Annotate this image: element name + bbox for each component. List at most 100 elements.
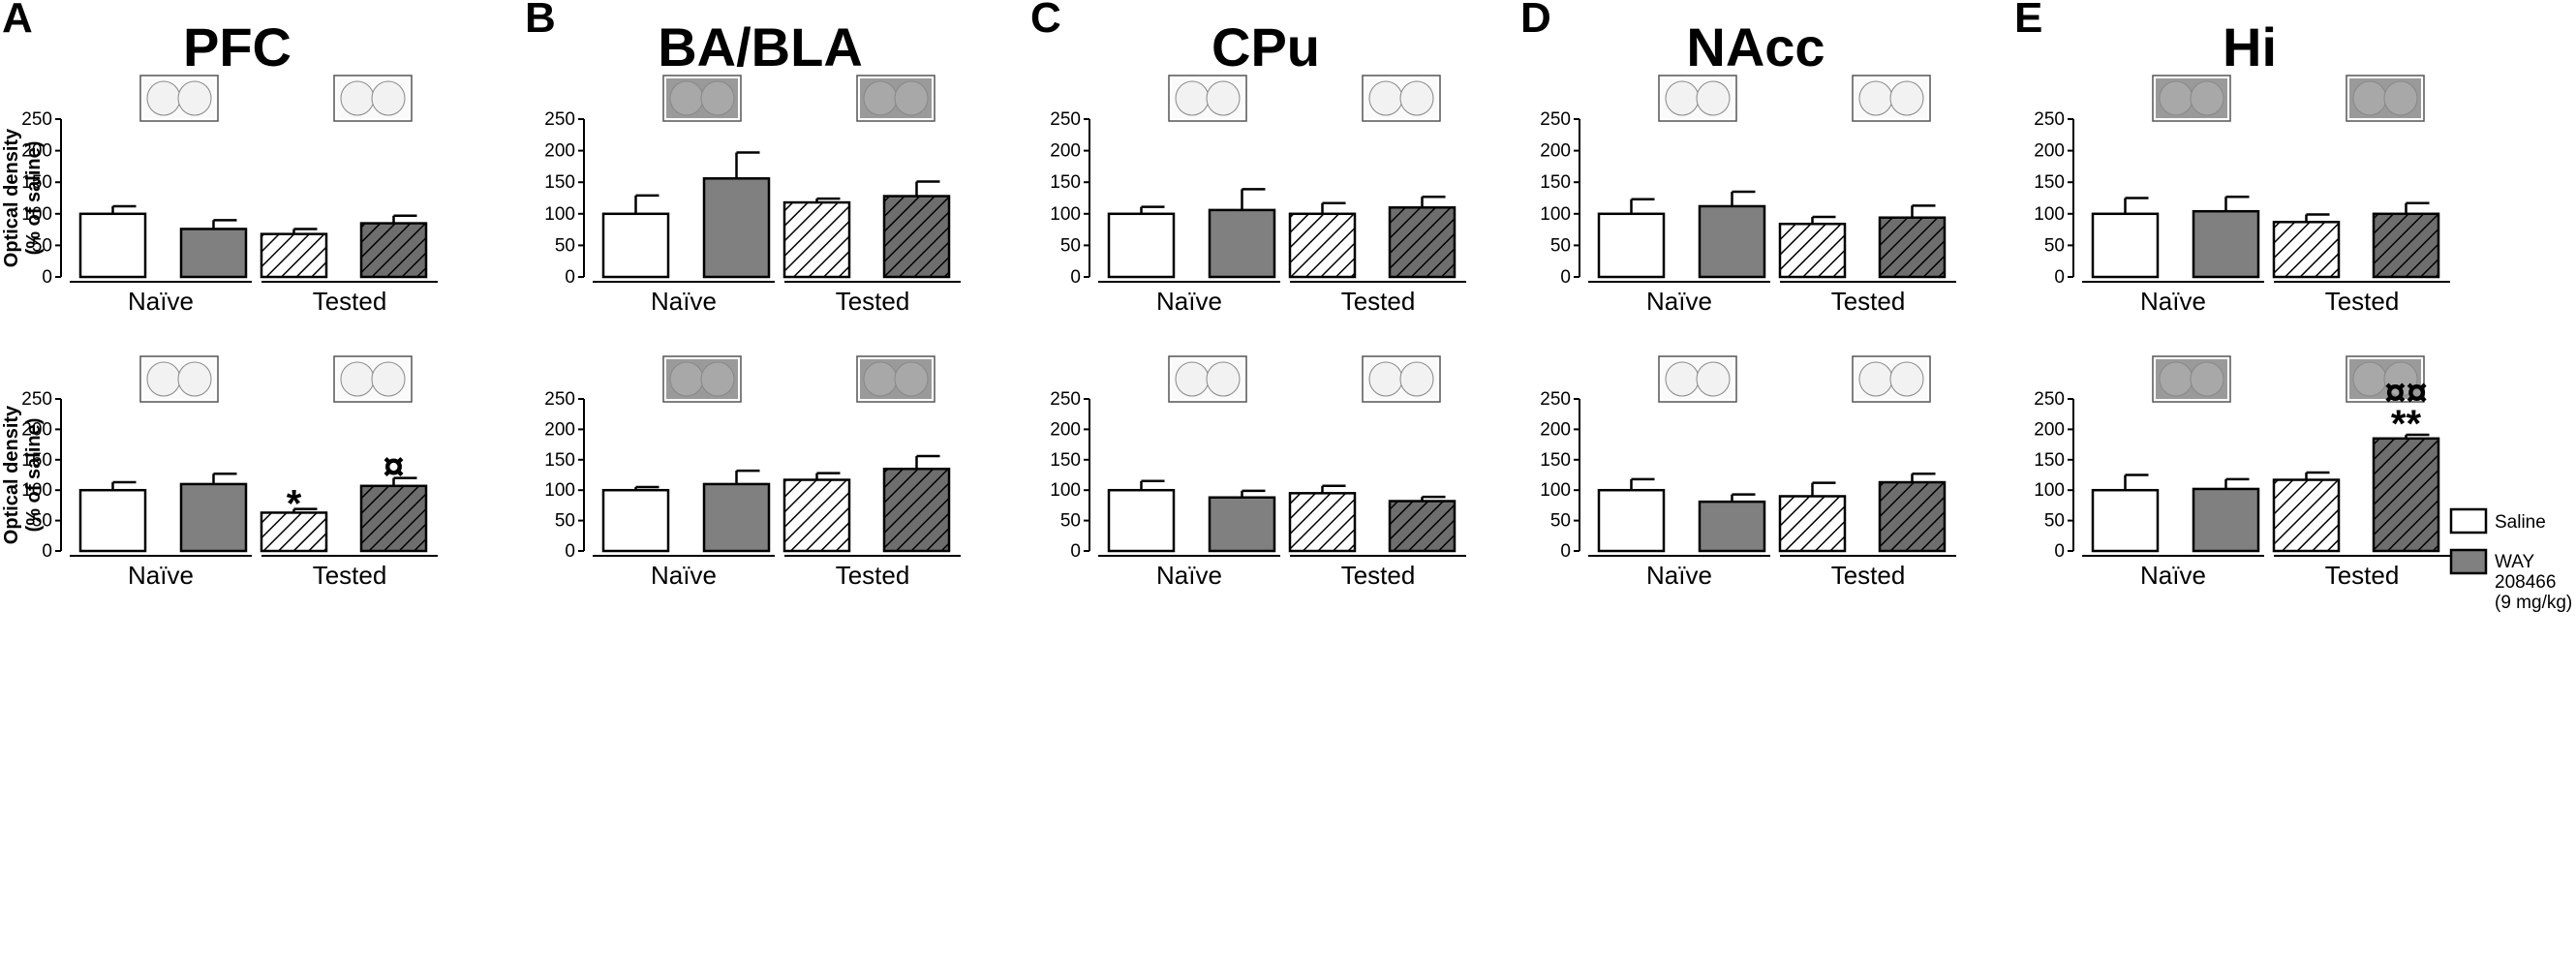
y-tick-label: 100 — [544, 204, 575, 225]
group-label: Tested — [313, 561, 387, 590]
brain-section-thumbnail — [139, 75, 219, 122]
y-axis-label: Optical density(% of saline) — [1, 405, 45, 544]
bar-tested-saline — [260, 228, 328, 279]
legend-label-way: (9 mg/kg) — [2495, 593, 2572, 613]
bar-tested-way-208466 — [2372, 201, 2440, 279]
region-title-D: NAcc — [1686, 16, 1825, 77]
y-tick-label: 50 — [1550, 235, 1571, 256]
bar — [2372, 437, 2440, 553]
bar — [179, 228, 248, 279]
bar — [78, 212, 147, 279]
legend-label-way: WAY — [2495, 552, 2534, 572]
bar — [782, 200, 851, 279]
y-tick-label: 150 — [1050, 450, 1081, 471]
bar — [1597, 488, 1666, 553]
y-tick-label: 0 — [1560, 541, 1571, 562]
y-tick-label: 250 — [21, 389, 52, 410]
y-tick-label: 250 — [2034, 389, 2065, 410]
y-tick-label: 250 — [1050, 389, 1081, 410]
bar — [2192, 209, 2260, 279]
y-tick-label: 0 — [565, 541, 575, 562]
group-label: Naïve — [128, 287, 194, 316]
y-tick-label: 0 — [2054, 267, 2065, 288]
group-label: Tested — [1341, 561, 1416, 590]
bar-na-ve-saline — [1597, 477, 1666, 553]
panel-letter-B: B — [525, 0, 556, 42]
y-tick-label: 50 — [1550, 511, 1571, 532]
bar-na-ve-saline — [2091, 474, 2160, 553]
bar — [702, 177, 771, 279]
y-tick-label: 50 — [2044, 235, 2065, 256]
bar — [1107, 488, 1176, 553]
brain-section-thumbnail — [1658, 355, 1737, 403]
brain-section-thumbnail — [856, 355, 935, 403]
chart-D-bottom: 0 50 100 150 200 250 Naïve Tested — [1540, 355, 1956, 590]
chart-E-top: E Hi 0 50 100 150 200 250 Naïve Tested — [2014, 0, 2450, 316]
bar — [2091, 212, 2160, 279]
bar-tested-way-208466 — [882, 454, 951, 553]
bar — [1878, 216, 1947, 279]
bar-tested-way-208466 — [882, 180, 951, 279]
bar — [1288, 492, 1357, 553]
y-tick-label: 150 — [1050, 172, 1081, 193]
bar-na-ve-saline — [2091, 197, 2160, 279]
group-label: Naïve — [1646, 287, 1712, 316]
bar-na-ve-way-208466 — [702, 469, 771, 553]
bar — [601, 212, 670, 279]
y-tick-label: 100 — [1540, 204, 1571, 225]
brain-section-thumbnail — [333, 355, 413, 403]
bar-na-ve-way-208466 — [2192, 195, 2260, 279]
bar — [1208, 208, 1276, 279]
y-tick-label: 100 — [1050, 204, 1081, 225]
bar — [2272, 478, 2341, 553]
bar-tested-saline: * — [260, 483, 328, 553]
bar-tested-way-208466 — [359, 214, 428, 279]
y-tick-label: 100 — [2034, 480, 2065, 501]
bar — [1597, 212, 1666, 279]
y-tick-label: 100 — [544, 480, 575, 501]
brain-section-thumbnail — [1168, 75, 1247, 122]
y-tick-label: 100 — [2034, 204, 2065, 225]
y-tick-label: 200 — [21, 419, 52, 440]
brain-section-thumbnail — [2152, 75, 2231, 122]
y-tick-label: 250 — [1540, 109, 1571, 130]
bar — [1698, 204, 1766, 279]
region-title-B: BA/BLA — [658, 16, 863, 77]
y-tick-label: 250 — [2034, 109, 2065, 130]
significance-marker-2: ¤¤ — [2384, 372, 2428, 414]
y-tick-label: 150 — [1540, 172, 1571, 193]
bar — [702, 482, 771, 553]
y-tick-label: 150 — [2034, 450, 2065, 471]
bar-na-ve-saline — [78, 204, 147, 279]
group-label: Tested — [836, 561, 910, 590]
y-tick-label: 0 — [565, 267, 575, 288]
bar — [782, 478, 851, 553]
bar — [1778, 222, 1847, 279]
y-tick-label: 250 — [544, 389, 575, 410]
bar-tested-saline — [782, 197, 851, 279]
legend-swatch-saline — [2449, 507, 2488, 535]
y-tick-label: 100 — [21, 204, 52, 225]
bar — [1208, 496, 1276, 553]
bar-tested-saline — [1288, 484, 1357, 553]
significance-marker: ** — [2391, 403, 2422, 445]
bar-tested-way-208466 — [1388, 195, 1457, 279]
y-tick-label: 150 — [544, 450, 575, 471]
bar-tested-saline — [1778, 481, 1847, 553]
brain-section-thumbnail — [1362, 75, 1441, 122]
group-label: Naïve — [1156, 561, 1222, 590]
bar — [1878, 480, 1947, 553]
bar-tested-saline — [782, 472, 851, 553]
bar-na-ve-way-208466 — [1698, 493, 1766, 553]
brain-section-thumbnail — [2152, 355, 2231, 403]
bar-na-ve-way-208466 — [2192, 477, 2260, 553]
bar — [601, 488, 670, 553]
y-tick-label: 200 — [1050, 141, 1081, 162]
y-tick-label: 250 — [21, 109, 52, 130]
group-label: Naïve — [651, 287, 717, 316]
group-label: Tested — [1831, 561, 1906, 590]
panel-letter-D: D — [1520, 0, 1551, 42]
y-tick-label: 50 — [1060, 235, 1081, 256]
